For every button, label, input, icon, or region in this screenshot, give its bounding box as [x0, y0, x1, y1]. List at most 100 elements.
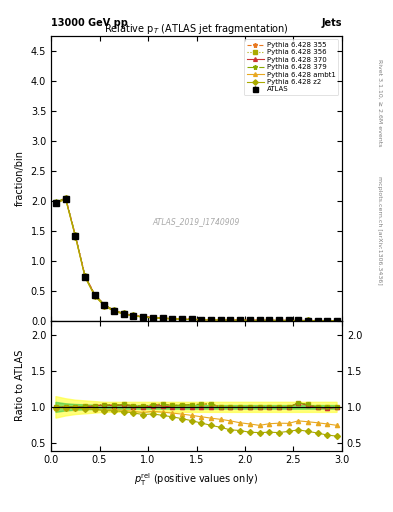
Pythia 6.428 370 [315, 317, 320, 324]
Text: 13000 GeV pp: 13000 GeV pp [51, 18, 128, 28]
Pythia 6.428 ambt1 [219, 317, 223, 323]
Legend: Pythia 6.428 355, Pythia 6.428 356, Pythia 6.428 370, Pythia 6.428 379, Pythia 6: Pythia 6.428 355, Pythia 6.428 356, Pyth… [244, 39, 338, 95]
Pythia 6.428 370 [228, 317, 233, 323]
Pythia 6.428 379 [141, 314, 145, 320]
Pythia 6.428 370 [286, 317, 291, 324]
Line: Pythia 6.428 z2: Pythia 6.428 z2 [54, 197, 339, 323]
Pythia 6.428 z2 [83, 274, 87, 281]
Pythia 6.428 z2 [180, 316, 184, 323]
Pythia 6.428 z2 [238, 317, 242, 324]
Pythia 6.428 ambt1 [209, 317, 213, 323]
Pythia 6.428 370 [277, 317, 281, 324]
Pythia 6.428 356 [189, 316, 194, 323]
Pythia 6.428 379 [83, 273, 87, 279]
Pythia 6.428 355 [112, 307, 116, 313]
Pythia 6.428 370 [325, 317, 330, 324]
Pythia 6.428 z2 [131, 313, 136, 319]
Pythia 6.428 370 [335, 317, 340, 324]
Pythia 6.428 z2 [102, 303, 107, 309]
Pythia 6.428 z2 [219, 317, 223, 323]
Pythia 6.428 356 [170, 315, 174, 322]
Pythia 6.428 356 [112, 307, 116, 313]
Pythia 6.428 370 [151, 314, 155, 321]
Pythia 6.428 356 [141, 314, 145, 320]
Pythia 6.428 ambt1 [277, 317, 281, 324]
Pythia 6.428 370 [170, 315, 174, 322]
Pythia 6.428 379 [180, 316, 184, 322]
Pythia 6.428 356 [286, 317, 291, 324]
Pythia 6.428 355 [83, 273, 87, 279]
Pythia 6.428 356 [180, 316, 184, 322]
Pythia 6.428 z2 [199, 317, 204, 323]
Polygon shape [56, 397, 337, 418]
Pythia 6.428 z2 [306, 317, 310, 324]
Pythia 6.428 z2 [335, 317, 340, 324]
Pythia 6.428 379 [248, 317, 252, 323]
Pythia 6.428 ambt1 [112, 308, 116, 314]
Pythia 6.428 355 [102, 302, 107, 308]
Pythia 6.428 379 [189, 316, 194, 323]
Pythia 6.428 370 [189, 316, 194, 323]
Pythia 6.428 370 [248, 317, 252, 323]
Pythia 6.428 z2 [160, 315, 165, 322]
Pythia 6.428 370 [121, 310, 126, 316]
Pythia 6.428 z2 [170, 316, 174, 322]
Pythia 6.428 355 [257, 317, 262, 323]
Pythia 6.428 355 [131, 312, 136, 318]
Pythia 6.428 356 [131, 312, 136, 318]
Pythia 6.428 ambt1 [73, 233, 78, 240]
Pythia 6.428 379 [325, 317, 330, 324]
Pythia 6.428 356 [296, 317, 301, 324]
Pythia 6.428 379 [170, 315, 174, 322]
Pythia 6.428 370 [199, 316, 204, 323]
Pythia 6.428 356 [257, 317, 262, 323]
Pythia 6.428 355 [151, 314, 155, 321]
Pythia 6.428 z2 [296, 317, 301, 324]
Pythia 6.428 ambt1 [92, 293, 97, 299]
Pythia 6.428 379 [257, 317, 262, 323]
Pythia 6.428 ambt1 [296, 317, 301, 324]
Text: ATLAS_2019_I1740909: ATLAS_2019_I1740909 [153, 217, 240, 226]
Pythia 6.428 355 [141, 314, 145, 320]
Pythia 6.428 370 [92, 292, 97, 298]
Pythia 6.428 355 [199, 316, 204, 323]
Pythia 6.428 ambt1 [286, 317, 291, 324]
Pythia 6.428 355 [160, 315, 165, 321]
Pythia 6.428 ambt1 [160, 315, 165, 322]
Pythia 6.428 370 [219, 317, 223, 323]
Pythia 6.428 z2 [286, 317, 291, 324]
Pythia 6.428 355 [92, 291, 97, 297]
Pythia 6.428 356 [92, 291, 97, 297]
Line: Pythia 6.428 ambt1: Pythia 6.428 ambt1 [54, 197, 339, 323]
Pythia 6.428 z2 [121, 311, 126, 317]
Pythia 6.428 356 [199, 316, 204, 323]
Pythia 6.428 355 [306, 317, 310, 324]
X-axis label: $p_{\mathrm{T}}^{\mathrm{rel}}$ (positive values only): $p_{\mathrm{T}}^{\mathrm{rel}}$ (positiv… [134, 471, 259, 488]
Pythia 6.428 356 [53, 199, 58, 205]
Pythia 6.428 370 [209, 317, 213, 323]
Pythia 6.428 ambt1 [315, 317, 320, 324]
Pythia 6.428 ambt1 [151, 315, 155, 321]
Pythia 6.428 z2 [189, 316, 194, 323]
Text: Jets: Jets [321, 18, 342, 28]
Pythia 6.428 z2 [112, 308, 116, 314]
Pythia 6.428 355 [267, 317, 272, 324]
Pythia 6.428 356 [102, 302, 107, 308]
Pythia 6.428 355 [296, 317, 301, 324]
Pythia 6.428 355 [228, 317, 233, 323]
Pythia 6.428 370 [53, 199, 58, 205]
Pythia 6.428 z2 [325, 317, 330, 324]
Pythia 6.428 356 [306, 317, 310, 324]
Pythia 6.428 z2 [257, 317, 262, 324]
Pythia 6.428 355 [53, 200, 58, 206]
Pythia 6.428 370 [102, 302, 107, 308]
Pythia 6.428 ambt1 [325, 317, 330, 324]
Pythia 6.428 355 [248, 317, 252, 323]
Pythia 6.428 355 [189, 316, 194, 323]
Pythia 6.428 356 [160, 315, 165, 321]
Pythia 6.428 379 [199, 316, 204, 323]
Pythia 6.428 356 [267, 317, 272, 324]
Pythia 6.428 ambt1 [257, 317, 262, 324]
Pythia 6.428 z2 [63, 196, 68, 202]
Pythia 6.428 ambt1 [199, 317, 204, 323]
